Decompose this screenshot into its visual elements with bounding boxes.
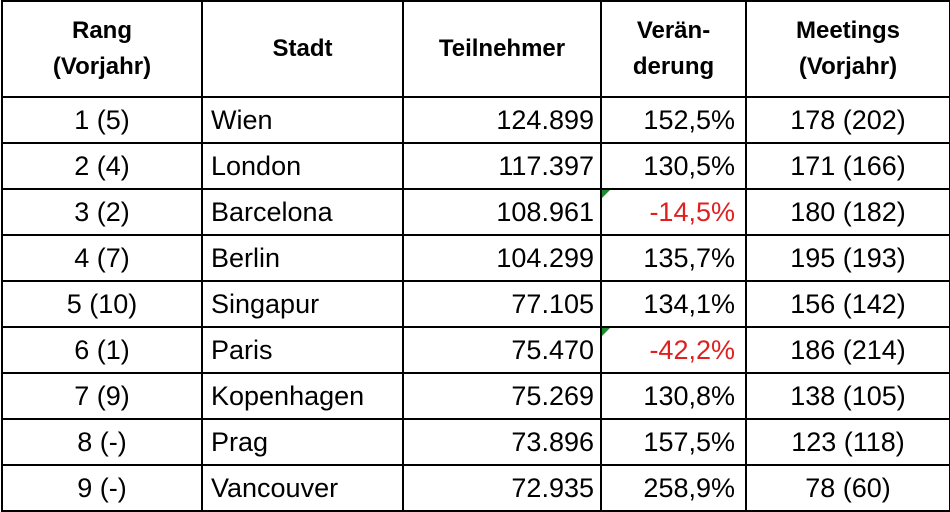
rank-cell: 9 (-) [1, 464, 203, 512]
change-cell: -14,5% [600, 188, 747, 236]
city-cell: Berlin [201, 234, 404, 282]
meetings-cell: 138 (105) [745, 372, 950, 420]
header-meetings-line2: (Vorjahr) [798, 53, 898, 80]
city-cell: Kopenhagen [201, 372, 404, 420]
city-cell: Vancouver [201, 464, 404, 512]
participants-cell: 72.935 [402, 464, 602, 512]
table-row: 1 (5) Wien 124.899 152,5% 178 (202) [1, 96, 950, 144]
change-cell: 135,7% [600, 234, 747, 282]
change-cell: 258,9% [600, 464, 747, 512]
header-change-line2: derung [632, 53, 715, 80]
header-change: Verän- derung [600, 0, 747, 98]
meetings-cell: 156 (142) [745, 280, 950, 328]
participants-cell: 73.896 [402, 418, 602, 466]
header-change-line1: Verän- [636, 17, 711, 44]
city-cell: Wien [201, 96, 404, 144]
header-meetings-line1: Meetings [795, 17, 900, 44]
header-participants: Teilnehmer [402, 0, 602, 98]
change-cell: 157,5% [600, 418, 747, 466]
table-row: 6 (1) Paris 75.470 -42,2% 186 (214) [1, 326, 950, 374]
meetings-cell: 123 (118) [745, 418, 950, 466]
rank-cell: 5 (10) [1, 280, 203, 328]
meetings-cell: 180 (182) [745, 188, 950, 236]
participants-cell: 117.397 [402, 142, 602, 190]
city-cell: Singapur [201, 280, 404, 328]
table-row: 4 (7) Berlin 104.299 135,7% 195 (193) [1, 234, 950, 282]
meetings-cell: 178 (202) [745, 96, 950, 144]
table-row: 8 (-) Prag 73.896 157,5% 123 (118) [1, 418, 950, 466]
participants-cell: 108.961 [402, 188, 602, 236]
table-body: 1 (5) Wien 124.899 152,5% 178 (202) 2 (4) Lond… [1, 96, 950, 512]
meetings-cell: 186 (214) [745, 326, 950, 374]
table-row: 3 (2) Barcelona 108.961 -14,5% 180 (182) [1, 188, 950, 236]
participants-cell: 104.299 [402, 234, 602, 282]
change-cell: 130,8% [600, 372, 747, 420]
rank-cell: 4 (7) [1, 234, 203, 282]
rank-cell: 7 (9) [1, 372, 203, 420]
city-cell: Barcelona [201, 188, 404, 236]
header-row: Rang (Vorjahr) Stadt Teilnehmer Verän- d… [1, 0, 950, 98]
header-rank-line2: (Vorjahr) [52, 53, 152, 80]
change-cell: 152,5% [600, 96, 747, 144]
rank-cell: 6 (1) [1, 326, 203, 374]
participants-cell: 124.899 [402, 96, 602, 144]
rank-cell: 8 (-) [1, 418, 203, 466]
city-cell: Prag [201, 418, 404, 466]
participants-cell: 77.105 [402, 280, 602, 328]
city-cell: London [201, 142, 404, 190]
header-rank-line1: Rang [72, 17, 132, 44]
table-row: 9 (-) Vancouver 72.935 258,9% 78 (60) [1, 464, 950, 512]
change-cell: 134,1% [600, 280, 747, 328]
table-row: 7 (9) Kopenhagen 75.269 130,8% 138 (105) [1, 372, 950, 420]
header-city: Stadt [201, 0, 404, 98]
table-row: 2 (4) London 117.397 130,5% 171 (166) [1, 142, 950, 190]
header-rank: Rang (Vorjahr) [1, 0, 203, 98]
city-cell: Paris [201, 326, 404, 374]
rank-cell: 1 (5) [1, 96, 203, 144]
participants-cell: 75.269 [402, 372, 602, 420]
meetings-cell: 195 (193) [745, 234, 950, 282]
meetings-cell: 78 (60) [745, 464, 950, 512]
change-cell: -42,2% [600, 326, 747, 374]
header-meetings: Meetings (Vorjahr) [745, 0, 950, 98]
table-row: 5 (10) Singapur 77.105 134,1% 156 (142) [1, 280, 950, 328]
meetings-cell: 171 (166) [745, 142, 950, 190]
participants-cell: 75.470 [402, 326, 602, 374]
rank-cell: 3 (2) [1, 188, 203, 236]
rank-cell: 2 (4) [1, 142, 203, 190]
change-cell: 130,5% [600, 142, 747, 190]
